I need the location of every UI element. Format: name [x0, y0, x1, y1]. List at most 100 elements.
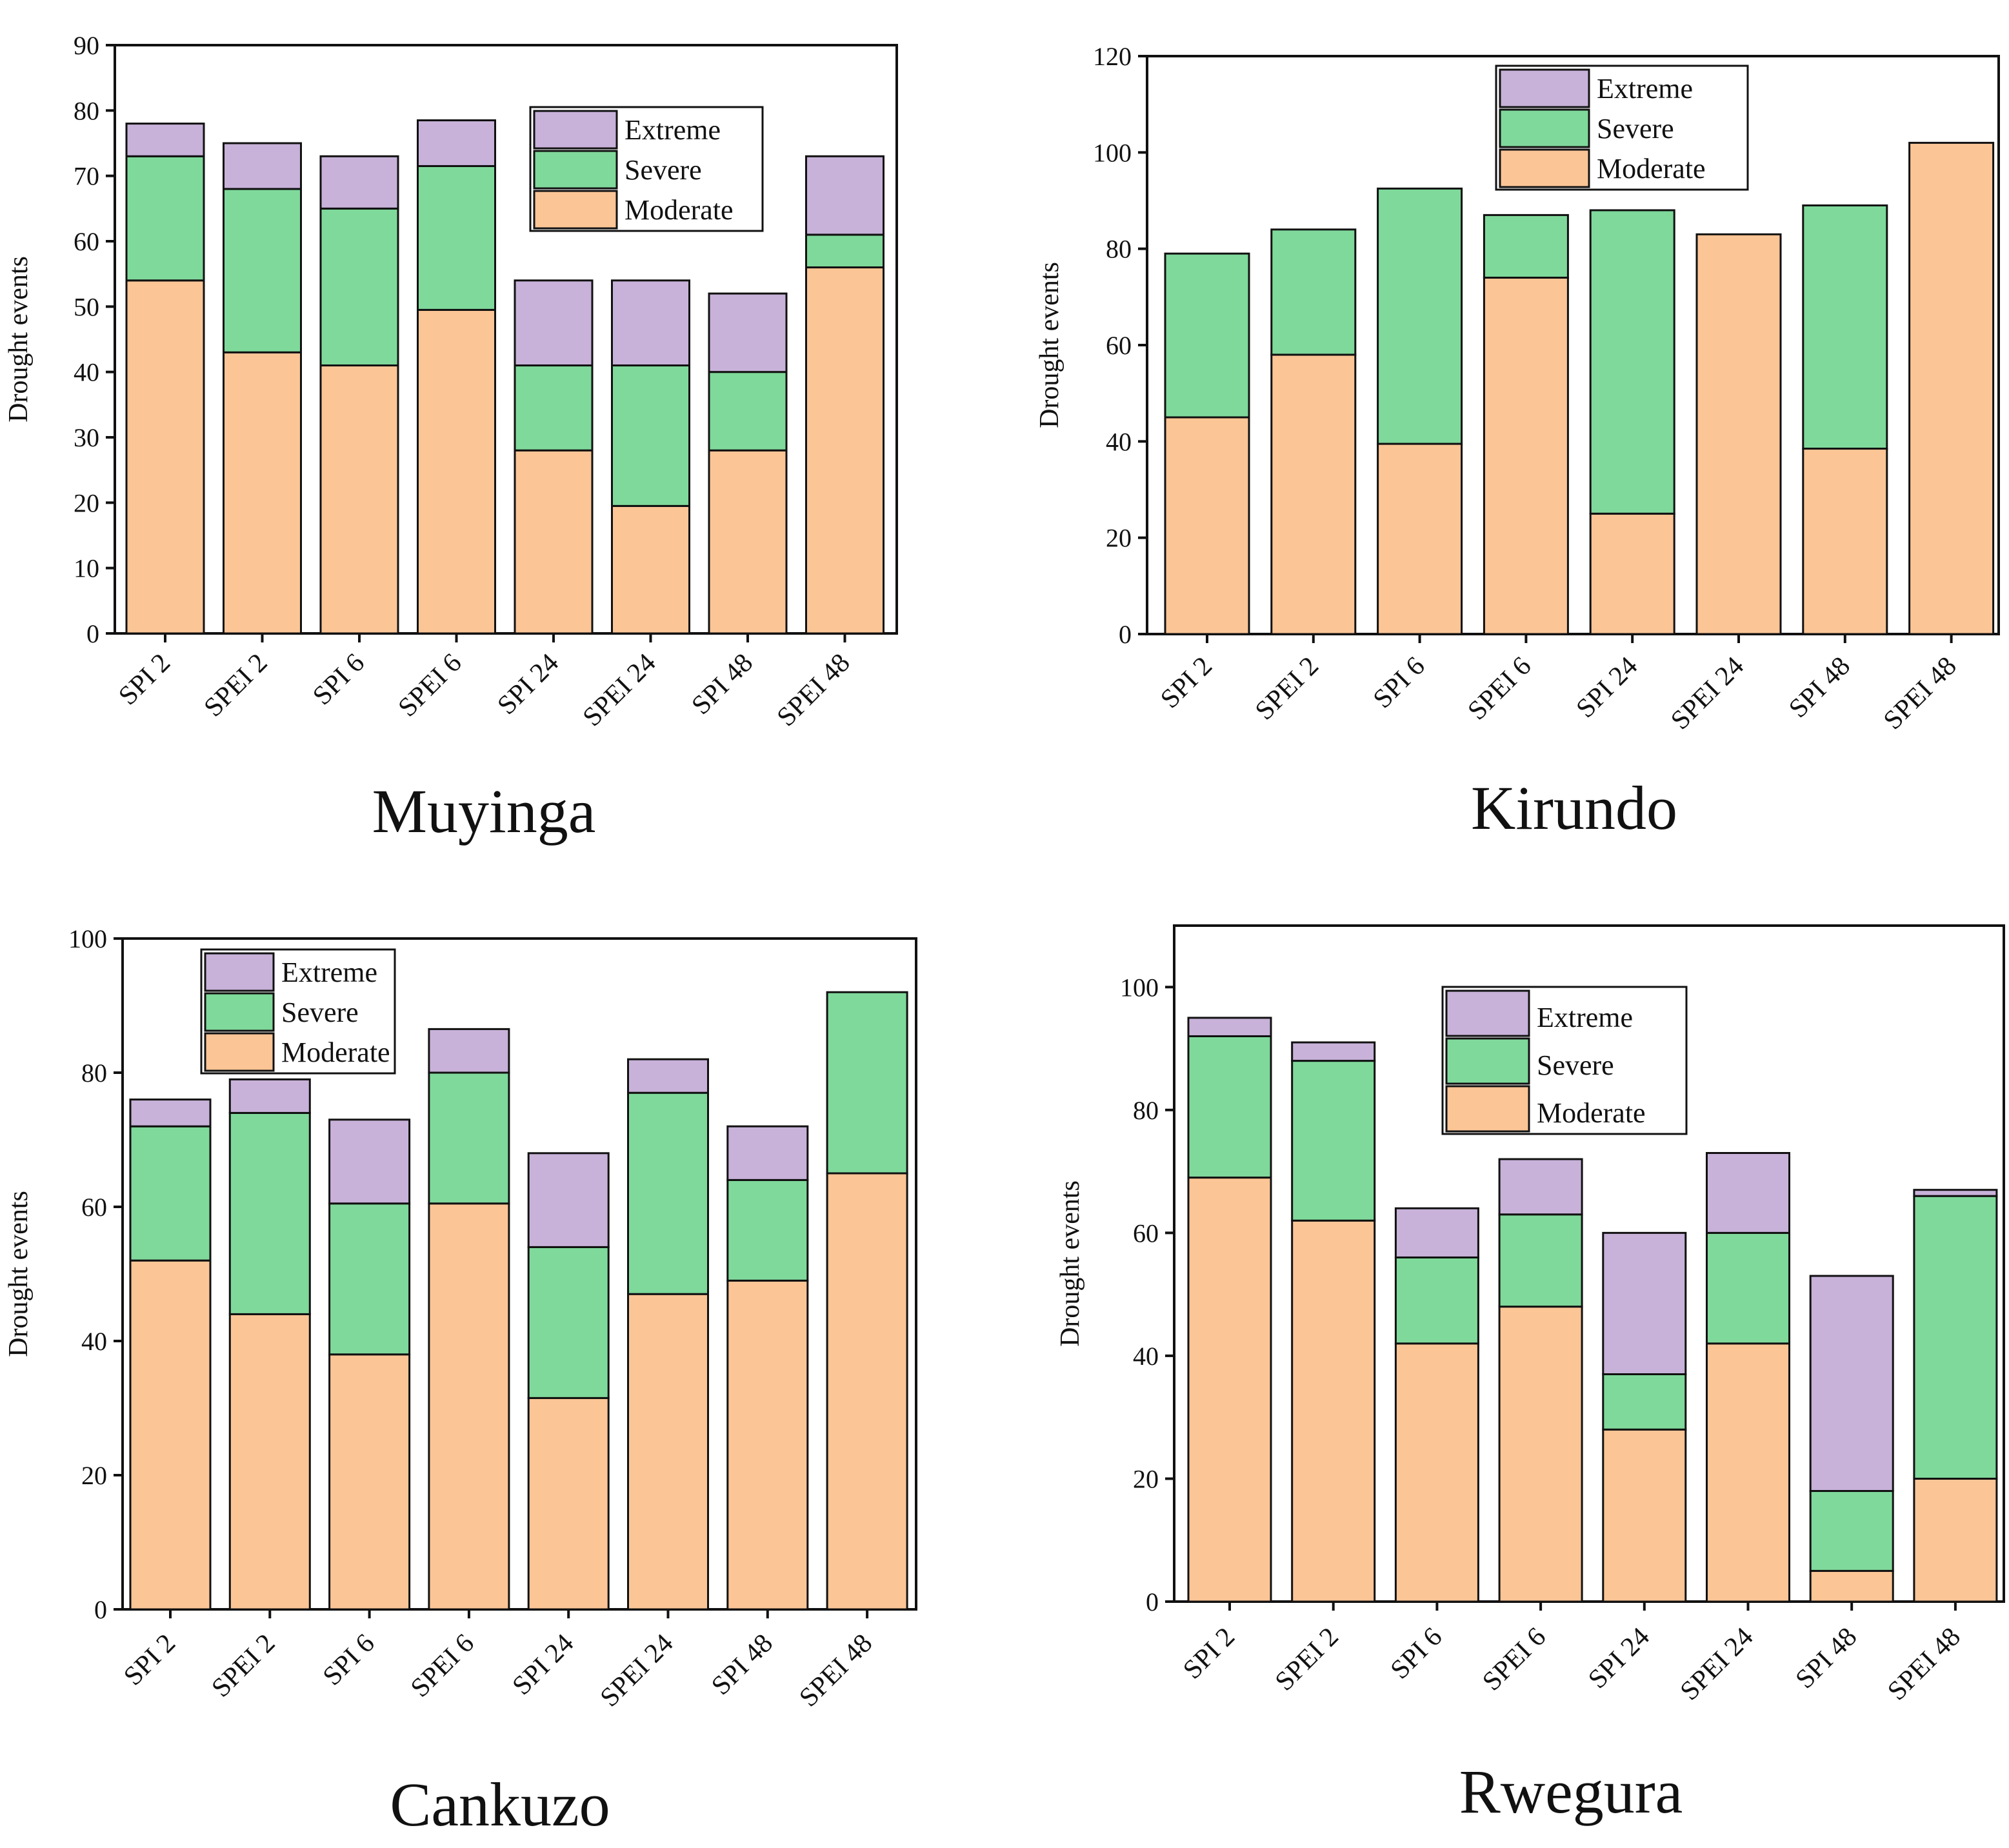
y-tick-label: 10: [74, 554, 99, 583]
bar-moderate-spei-48: [1913, 1477, 1998, 1603]
legend-swatch-severe: [1445, 1037, 1530, 1085]
panel-rwegura: 0 20 40 60 80 100 Drought events SPI 2 SPEI 2 SPI…: [1055, 924, 2005, 1826]
x-category-label: SPEI 6: [1463, 651, 1537, 726]
legend-label-severe: Severe: [625, 154, 702, 186]
y-tick-label: 100: [68, 924, 107, 953]
bar-severe-spi-48: [1809, 1490, 1894, 1572]
legend-label-moderate: Moderate: [625, 194, 734, 226]
bar-extreme-spi-6: [1394, 1207, 1479, 1258]
bar-moderate-spi-24: [527, 1396, 610, 1611]
bar-moderate-spi-48: [726, 1279, 809, 1611]
bar-moderate-spi-24: [1589, 512, 1675, 635]
bar-severe-spi-24: [527, 1246, 610, 1399]
bar-severe-spei-48: [805, 233, 885, 269]
y-tick-label: 20: [1106, 524, 1132, 553]
x-category-label: SPEI 48: [1878, 651, 1963, 736]
bar-severe-spi-6: [1377, 187, 1463, 445]
bar-extreme-spi-2: [1187, 1017, 1272, 1037]
legend: Extreme Severe Moderate: [1495, 65, 1749, 191]
y-tick-label: 80: [81, 1058, 107, 1088]
bar-moderate-spi-48: [1809, 1569, 1894, 1603]
bar-moderate-spei-24: [627, 1293, 709, 1611]
legend-label-severe: Severe: [281, 997, 359, 1028]
legend-swatch-extreme: [533, 110, 618, 150]
bar-extreme-spi-24: [514, 279, 594, 367]
x-category-label: SPI 6: [307, 648, 370, 711]
bar-extreme-spei-24: [627, 1058, 709, 1094]
bar-extreme-spei-2: [1291, 1041, 1376, 1062]
legend-label-severe: Severe: [1537, 1049, 1614, 1081]
x-category-label: SPEI 48: [794, 1629, 878, 1713]
bar-severe-spi-2: [1187, 1035, 1272, 1179]
bar-severe-spei-24: [1706, 1231, 1790, 1345]
y-tick-label: 50: [74, 292, 99, 321]
y-tick-label: 0: [86, 619, 99, 648]
bar-moderate-spei-48: [805, 266, 885, 635]
bar-moderate-spi-6: [328, 1353, 411, 1611]
bar-severe-spei-2: [228, 1111, 311, 1315]
bar-extreme-spei-2: [228, 1078, 311, 1114]
x-category-label: SPI 2: [118, 1629, 181, 1692]
legend: Extreme Severe Moderate: [1441, 986, 1688, 1135]
bar-moderate-spei-2: [1270, 353, 1357, 635]
panel-title: Cankuzo: [390, 1770, 610, 1839]
x-category-label: SPI 6: [1368, 651, 1431, 715]
y-axis-title: Drought events: [4, 1191, 34, 1357]
y-tick-label: 40: [1106, 427, 1132, 456]
bar-moderate-spi-2: [1164, 416, 1250, 635]
y-tick-label: 60: [81, 1193, 107, 1222]
legend-label-extreme: Extreme: [1537, 1002, 1633, 1033]
bar-severe-spi-2: [129, 1125, 212, 1262]
x-category-label: SPI 2: [113, 648, 176, 711]
x-category-label: SPI 24: [1571, 651, 1644, 724]
y-tick-label: 60: [1106, 331, 1132, 360]
y-tick-label: 100: [1120, 973, 1159, 1002]
plot-frame: [1173, 924, 2005, 1603]
bar-severe-spi-48: [726, 1178, 809, 1282]
y-tick-label: 60: [74, 227, 99, 256]
bar-moderate-spi-48: [1802, 448, 1888, 635]
bar-severe-spei-6: [1498, 1213, 1583, 1308]
legend-swatch-extreme: [204, 952, 275, 992]
bar-severe-spei-6: [417, 164, 496, 311]
bar-moderate-spei-2: [223, 351, 302, 635]
bar-moderate-spi-2: [125, 279, 205, 635]
x-category-label: SPI 6: [1385, 1622, 1448, 1685]
bar-extreme-spi-48: [726, 1125, 809, 1181]
bar-extreme-spi-24: [527, 1152, 610, 1248]
x-category-label: SPEI 6: [405, 1629, 480, 1704]
panel-title: Kirundo: [1471, 773, 1677, 842]
bar-moderate-spei-48: [1908, 141, 1995, 635]
bar-extreme-spei-6: [1498, 1158, 1583, 1216]
panel-title: Muyinga: [372, 777, 596, 846]
bar-moderate-spi-2: [129, 1259, 212, 1611]
panel-muyinga: 0 10 20 30 40 50 60 70 80 90 Drought events SPI 2 SP…: [4, 31, 898, 846]
y-tick-label: 80: [1106, 235, 1132, 264]
bar-severe-spei-2: [1291, 1060, 1376, 1222]
legend: Extreme Severe Moderate: [200, 948, 396, 1075]
y-tick-label: 0: [1146, 1587, 1159, 1616]
legend-swatch-extreme: [1499, 68, 1590, 108]
y-tick-label: 80: [1133, 1096, 1159, 1125]
bar-severe-spei-6: [428, 1071, 510, 1205]
legend-swatch-severe: [1499, 108, 1590, 148]
x-category-label: SPI 48: [686, 648, 759, 721]
bar-extreme-spi-48: [708, 292, 788, 373]
bar-severe-spei-6: [1483, 214, 1569, 279]
bar-moderate-spei-6: [1498, 1306, 1583, 1603]
bar-extreme-spi-6: [328, 1118, 411, 1205]
bar-extreme-spei-24: [611, 279, 690, 367]
bar-moderate-spei-6: [428, 1202, 510, 1611]
y-tick-label: 40: [1133, 1342, 1159, 1371]
legend-swatch-moderate: [1445, 1085, 1530, 1133]
bar-severe-spi-48: [1802, 204, 1888, 450]
y-tick-label: 90: [74, 31, 99, 60]
x-category-label: SPEI 48: [1882, 1622, 1966, 1707]
x-category-label: SPI 24: [1583, 1622, 1655, 1695]
y-axis-title: Drought events: [4, 256, 34, 422]
bar-moderate-spi-6: [1394, 1342, 1479, 1603]
y-axis-title: Drought events: [1055, 1180, 1085, 1347]
legend-swatch-extreme: [1445, 989, 1530, 1037]
bar-extreme-spi-48: [1809, 1275, 1894, 1493]
